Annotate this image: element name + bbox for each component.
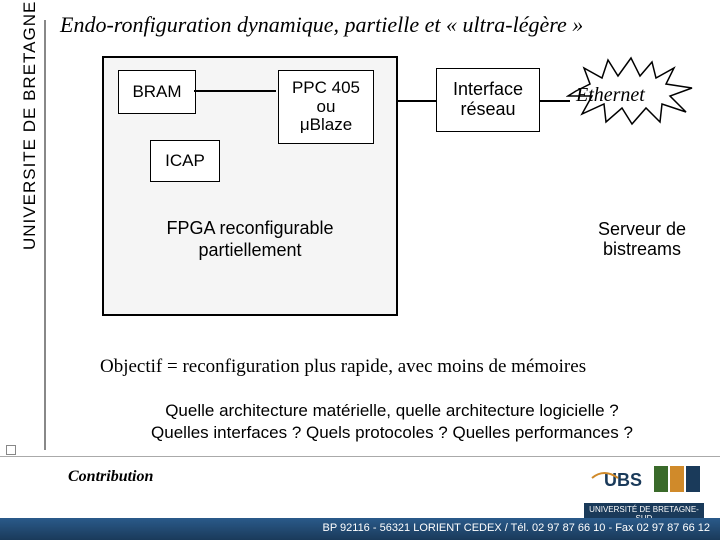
ppc-block: PPC 405 ou μBlaze xyxy=(278,70,374,144)
bullet-marker xyxy=(6,445,16,455)
interface-block: Interface réseau xyxy=(436,68,540,132)
slide-title: Endo-ronfiguration dynamique, partielle … xyxy=(60,12,583,38)
objective-text: Objectif = reconfiguration plus rapide, … xyxy=(100,356,586,378)
connector-bram-ppc xyxy=(194,90,276,92)
ethernet-label: Ethernet xyxy=(576,84,645,107)
sidebar-university: UNIVERSITE DE BRETAGNE - SUD xyxy=(20,0,40,250)
contribution-label: Contribution xyxy=(68,468,153,486)
bram-block: BRAM xyxy=(118,70,196,114)
fpga-container: BRAM PPC 405 ou μBlaze ICAP FPGA reconfi… xyxy=(102,56,398,316)
ubs-logo: UBS UNIVERSITÉ DE BRETAGNE-SUD xyxy=(584,464,704,510)
questions-text: Quelle architecture matérielle, quelle a… xyxy=(112,400,672,444)
server-label: Serveur de bistreams xyxy=(582,220,702,260)
icap-block: ICAP xyxy=(150,140,220,182)
vertical-rule xyxy=(44,20,46,450)
footer-bar: BP 92116 - 56321 LORIENT CEDEX / Tél. 02… xyxy=(0,518,720,540)
horizontal-rule xyxy=(0,456,720,457)
footer-text: BP 92116 - 56321 LORIENT CEDEX / Tél. 02… xyxy=(323,522,711,534)
fpga-label: FPGA reconfigurable partiellement xyxy=(104,218,396,261)
connector-fpga-iface xyxy=(398,100,436,102)
